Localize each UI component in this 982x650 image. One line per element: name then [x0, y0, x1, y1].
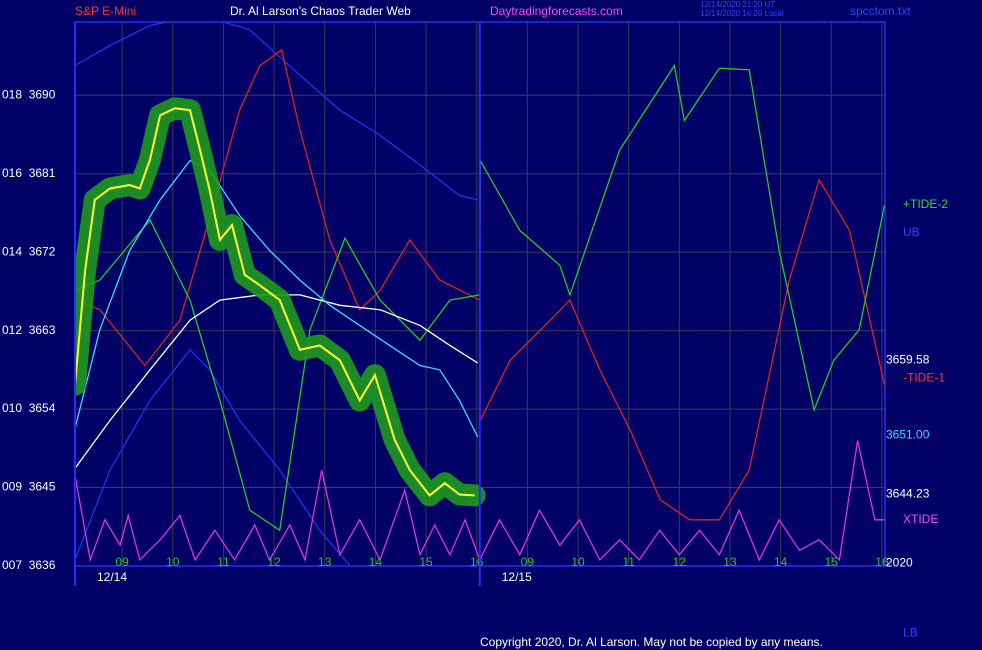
file-name: spcctom.txt [850, 4, 911, 18]
y-tick-label: 007 3636 [2, 558, 56, 572]
date-label: 12/14 [97, 570, 127, 584]
series-label: 3651.00 [886, 427, 930, 441]
x-tick-label: 16 [470, 555, 484, 569]
y-tick-label: 018 3690 [2, 87, 56, 101]
chart-subtitle: S&P E-Mini [75, 4, 136, 18]
series-label: 3659.58 [886, 353, 930, 367]
timestamp: 12/14/2020 16:20 Local [700, 9, 784, 18]
y-tick-label: 009 3645 [2, 480, 56, 494]
series-label: -TIDE-1 [903, 371, 945, 385]
series-line [75, 22, 478, 201]
x-tick-label: 10 [571, 555, 585, 569]
y-tick-label: 012 3663 [2, 323, 56, 337]
x-tick-label: 13 [318, 555, 332, 569]
series-label: UB [903, 225, 920, 239]
x-tick-label: 15 [825, 555, 839, 569]
x-tick-label: 09 [521, 555, 535, 569]
x-tick-label: 12 [673, 555, 687, 569]
series-line [75, 348, 351, 566]
series-label: 3644.23 [886, 486, 930, 500]
y-tick-label: 010 3654 [2, 401, 56, 415]
x-tick-label: 12 [267, 555, 281, 569]
x-tick-label: 15 [419, 555, 433, 569]
x-tick-label: 09 [115, 555, 129, 569]
chart-title: Dr. Al Larson's Chaos Trader Web [230, 4, 411, 18]
copyright: Copyright 2020, Dr. Al Larson. May not b… [480, 635, 823, 649]
x-tick-label: 14 [774, 555, 788, 569]
date-label: 12/15 [502, 570, 532, 584]
x-tick-label: 10 [166, 555, 180, 569]
series-label: LB [903, 625, 918, 639]
x-tick-label: 14 [369, 555, 383, 569]
series-line [75, 440, 885, 563]
site-name: Daytradingforecasts.com [490, 4, 623, 18]
series-line [75, 107, 475, 497]
y-tick-label: 016 3681 [2, 166, 56, 180]
series-label: 2020 [886, 556, 913, 570]
timestamp: 12/14/2020 21:20 UT [700, 0, 775, 9]
x-tick-label: 11 [622, 555, 635, 569]
plot-area [75, 22, 885, 566]
x-tick-label: 11 [217, 555, 230, 569]
x-tick-label: 13 [723, 555, 737, 569]
series-label: +TIDE-2 [903, 197, 948, 211]
x-tick-label: 16 [875, 555, 889, 569]
series-line [75, 159, 479, 438]
y-tick-label: 014 3672 [2, 244, 56, 258]
series-label: XTIDE [903, 512, 938, 526]
